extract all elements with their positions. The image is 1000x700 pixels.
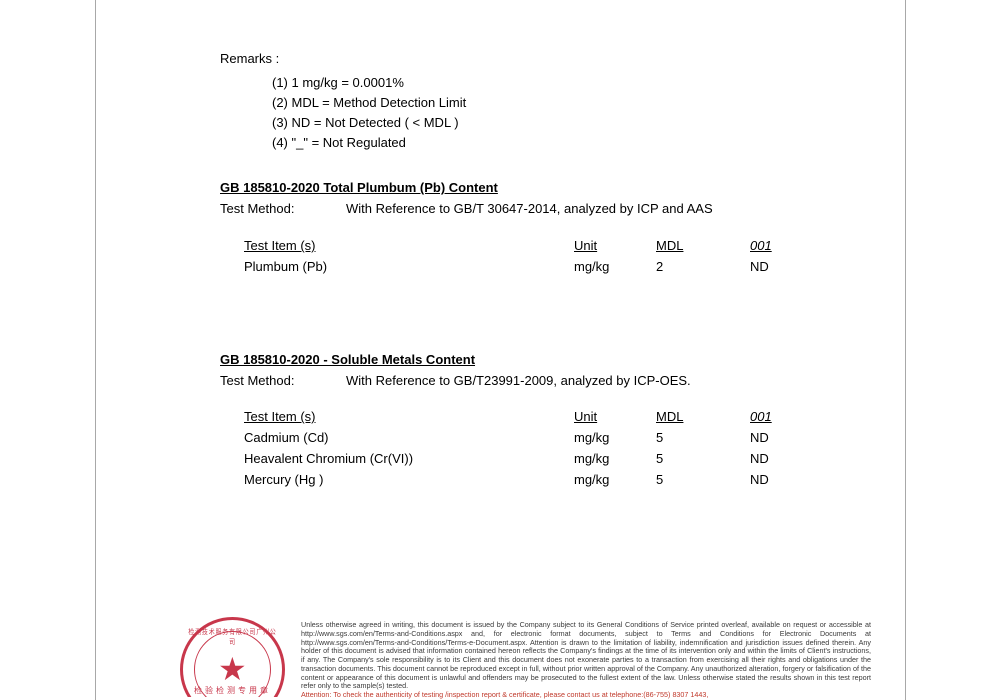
cell-mdl: 5 [656,429,750,448]
section-title: GB 185810-2020 Total Plumbum (Pb) Conten… [220,180,498,195]
cell-unit: mg/kg [574,450,656,469]
remark-item: (2) MDL = Method Detection Limit [272,93,880,113]
disclaimer-attention: Attention: To check the authenticity of … [301,690,708,699]
page-body: Remarks : (1) 1 mg/kg = 0.0001% (2) MDL … [110,0,890,490]
test-method-label: Test Method: [220,200,346,219]
remark-item: (3) ND = Not Detected ( < MDL ) [272,113,880,133]
cell-unit: mg/kg [574,471,656,490]
test-table: Test Item (s) Unit MDL 001 Cadmium (Cd) … [220,408,880,489]
col-header-unit: Unit [574,237,656,256]
col-header-item: Test Item (s) [244,408,574,427]
test-method-row: Test Method: With Reference to GB/T 3064… [220,200,880,219]
section-header: GB 185810-2020 - Soluble Metals Content [220,351,880,370]
cell-unit: mg/kg [574,429,656,448]
test-method-row: Test Method: With Reference to GB/T23991… [220,372,880,391]
cell-unit: mg/kg [574,258,656,277]
cell-mdl: 5 [656,450,750,469]
page-border-right [905,0,906,700]
table-header-row: Test Item (s) Unit MDL 001 [244,237,880,256]
page-border-left [95,0,96,700]
col-header-item: Test Item (s) [244,237,574,256]
stamp-text-mid: 检验检测专用章 [180,685,285,696]
col-header-sample: 001 [750,237,810,256]
table-header-row: Test Item (s) Unit MDL 001 [244,408,880,427]
remark-item: (4) "_" = Not Regulated [272,133,880,153]
test-table: Test Item (s) Unit MDL 001 Plumbum (Pb) … [220,237,880,277]
table-row: Mercury (Hg ) mg/kg 5 ND [244,471,880,490]
table-row: Cadmium (Cd) mg/kg 5 ND [244,429,880,448]
disclaimer-block: Unless otherwise agreed in writing, this… [301,617,871,700]
cell-item: Heavalent Chromium (Cr(VI)) [244,450,574,469]
cell-value: ND [750,429,810,448]
cell-value: ND [750,450,810,469]
section-header: GB 185810-2020 Total Plumbum (Pb) Conten… [220,179,880,198]
col-header-mdl: MDL [656,408,750,427]
cell-item: Mercury (Hg ) [244,471,574,490]
stamp-text-top: 检测技术服务有限公司广州公司 [188,627,277,647]
content-area: Remarks : (1) 1 mg/kg = 0.0001% (2) MDL … [110,50,890,490]
cell-item: Cadmium (Cd) [244,429,574,448]
table-row: Heavalent Chromium (Cr(VI)) mg/kg 5 ND [244,450,880,469]
table-row: Plumbum (Pb) mg/kg 2 ND [244,258,880,277]
remark-item: (1) 1 mg/kg = 0.0001% [272,73,880,93]
test-method-value: With Reference to GB/T 30647-2014, analy… [346,200,880,219]
stamp-star-icon: ★ [218,653,247,685]
test-method-label: Test Method: [220,372,346,391]
col-header-unit: Unit [574,408,656,427]
footer: 检测技术服务有限公司广州公司 ★ 检验检测专用章 Inspection & Te… [180,617,871,700]
cell-value: ND [750,258,810,277]
col-header-sample: 001 [750,408,810,427]
remarks-list: (1) 1 mg/kg = 0.0001% (2) MDL = Method D… [220,73,880,154]
cell-value: ND [750,471,810,490]
section-title: GB 185810-2020 - Soluble Metals Content [220,352,475,367]
test-method-value: With Reference to GB/T23991-2009, analyz… [346,372,880,391]
cell-mdl: 5 [656,471,750,490]
remarks-title: Remarks : [220,50,880,69]
disclaimer-body: Unless otherwise agreed in writing, this… [301,620,871,690]
cell-item: Plumbum (Pb) [244,258,574,277]
col-header-mdl: MDL [656,237,750,256]
certification-stamp: 检测技术服务有限公司广州公司 ★ 检验检测专用章 Inspection & Te… [180,617,285,697]
spacer [220,279,880,325]
cell-mdl: 2 [656,258,750,277]
